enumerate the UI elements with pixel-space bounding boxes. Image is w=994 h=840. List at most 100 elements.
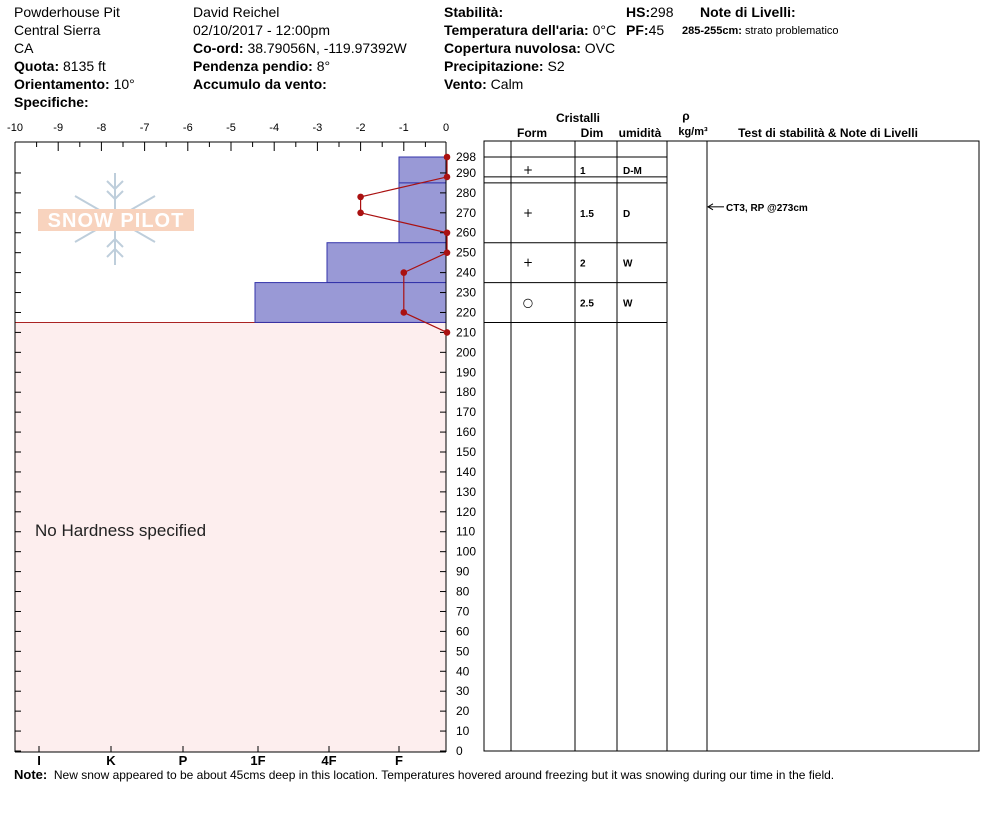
hardness-label: K — [106, 753, 116, 768]
height-tick-label: 110 — [456, 525, 475, 539]
temperature-point — [400, 309, 408, 316]
temperature-point — [443, 249, 451, 256]
air-temperature: Temperatura dell'aria: 0°C — [444, 21, 616, 39]
wind: Vento: Calm — [444, 75, 523, 93]
wind-label: Vento: — [444, 76, 487, 92]
layer-size-3: 2 — [580, 259, 586, 270]
height-tick-label: 210 — [456, 325, 476, 339]
hardness-bar-4 — [254, 282, 447, 323]
profile-axes: -10 -9 -8 -7 -6 -5 -4 -3 -2 -1 0010203040506070809… — [7, 122, 476, 768]
height-tick-label: 180 — [456, 385, 476, 399]
layer-note: 285-255cm: strato problematico — [682, 22, 839, 40]
elevation-label: Quota: — [14, 58, 60, 74]
height-tick-label: 270 — [456, 206, 476, 220]
temp-tick-label: -3 — [313, 122, 323, 134]
temperature-profile — [357, 153, 451, 336]
layer-moisture-2: D — [623, 209, 630, 220]
state-name: CA — [14, 40, 34, 56]
layer-size-2: 1.5 — [580, 209, 594, 220]
temperature-point — [443, 229, 451, 237]
observer-name: David Reichel — [193, 4, 280, 20]
height-tick-label: 260 — [456, 226, 476, 240]
slope-angle: Pendenza pendio: 8° — [193, 57, 330, 75]
temperature-point — [443, 173, 451, 181]
form-header: Form — [517, 126, 547, 140]
aspect-label: Orientamento: — [14, 76, 110, 92]
aspect-value: 10° — [113, 76, 135, 92]
temperature-point — [357, 209, 364, 217]
height-tick-label: 120 — [456, 505, 476, 519]
air-temp-value: 0°C — [592, 22, 617, 38]
coordinates-value: 38.79056N, -119.97392W — [247, 40, 407, 56]
layer-size-1: 1 — [580, 166, 586, 177]
height-tick-label: 60 — [456, 624, 470, 638]
height-tick-label: 230 — [456, 286, 476, 300]
stability-arrow-head — [707, 203, 714, 211]
temperature-point — [443, 329, 451, 336]
height-tick-label: 50 — [456, 644, 470, 658]
snowpilot-logo: SNOW PILOT — [38, 173, 194, 265]
layer-moisture-1: D-M — [623, 166, 642, 177]
no-hardness-text: No Hardness specified — [35, 521, 206, 540]
stability-test-note: CT3, RP @273cm — [726, 203, 808, 214]
layer-form-2: + — [523, 206, 533, 220]
temp-tick-label: -6 — [183, 122, 193, 134]
height-tick-label: 130 — [456, 485, 476, 499]
temp-tick-label: -9 — [53, 122, 63, 134]
temperature-point — [443, 153, 451, 161]
height-tick-label: 100 — [456, 545, 476, 559]
height-tick-label: 30 — [456, 684, 470, 698]
wind-value: Calm — [490, 76, 524, 92]
moisture-header: umidità — [619, 126, 662, 140]
air-temp-label: Temperatura dell'aria: — [444, 22, 589, 38]
temp-tick-label: -7 — [140, 122, 150, 134]
layer-size-4: 2.5 — [580, 299, 594, 310]
hs-value: 298 — [650, 4, 674, 20]
rho-header: ρ — [682, 109, 689, 123]
layer-form-4: ○ — [523, 296, 533, 310]
pf-label: PF: — [626, 22, 649, 38]
hardness-label: 4F — [321, 753, 336, 768]
pf-value: 45 — [648, 22, 665, 38]
height-tick-label: 290 — [456, 166, 476, 180]
foot-penetration: PF:45 — [626, 21, 664, 39]
layer-note-text: strato problematico — [745, 25, 839, 37]
layer-moisture-3: W — [623, 259, 633, 270]
coordinates-label: Co-ord: — [193, 40, 244, 56]
slope-value: 8° — [316, 58, 331, 74]
height-tick-label: 200 — [456, 345, 476, 359]
temperature-point — [357, 193, 364, 201]
temp-tick-label: -5 — [226, 122, 236, 134]
elevation: Quota: 8135 ft — [14, 57, 106, 75]
height-tick-label: 240 — [456, 266, 476, 280]
no-hardness-area — [15, 322, 446, 752]
height-tick-label: 220 — [456, 305, 476, 319]
note-label: Note: — [14, 767, 48, 782]
height-tick-label: 20 — [456, 704, 470, 718]
wind-loading-label: Accumulo da vento: — [193, 76, 327, 92]
table-frame — [483, 140, 980, 752]
precip-label: Precipitazione: — [444, 58, 544, 74]
temp-tick-label: -10 — [7, 122, 23, 134]
hardness-label: P — [179, 753, 188, 768]
height-tick-label: 10 — [456, 724, 470, 738]
height-tick-label: 280 — [456, 186, 476, 200]
height-tick-label: 90 — [456, 565, 470, 579]
temp-tick-label: -4 — [269, 122, 279, 134]
layer-notes-label: Note di Livelli: — [700, 4, 796, 20]
crystals-header: Cristalli — [556, 111, 600, 125]
hardness-layers — [254, 156, 447, 323]
hs-label: HS: — [626, 4, 651, 20]
height-tick-label: 40 — [456, 664, 470, 678]
height-tick-label: 190 — [456, 365, 476, 379]
height-tick-label: 140 — [456, 465, 476, 479]
hardness-bar-3 — [326, 242, 447, 284]
precipitation: Precipitazione: S2 — [444, 57, 565, 75]
hardness-bar-2 — [398, 182, 447, 244]
hardness-label: F — [395, 753, 403, 768]
slope-label: Pendenza pendio: — [193, 58, 313, 74]
temperature-point — [400, 269, 408, 276]
no-hardness-region — [15, 321, 446, 752]
coordinates: Co-ord: 38.79056N, -119.97392W — [193, 39, 407, 57]
height-top-label: 298 — [456, 150, 476, 164]
